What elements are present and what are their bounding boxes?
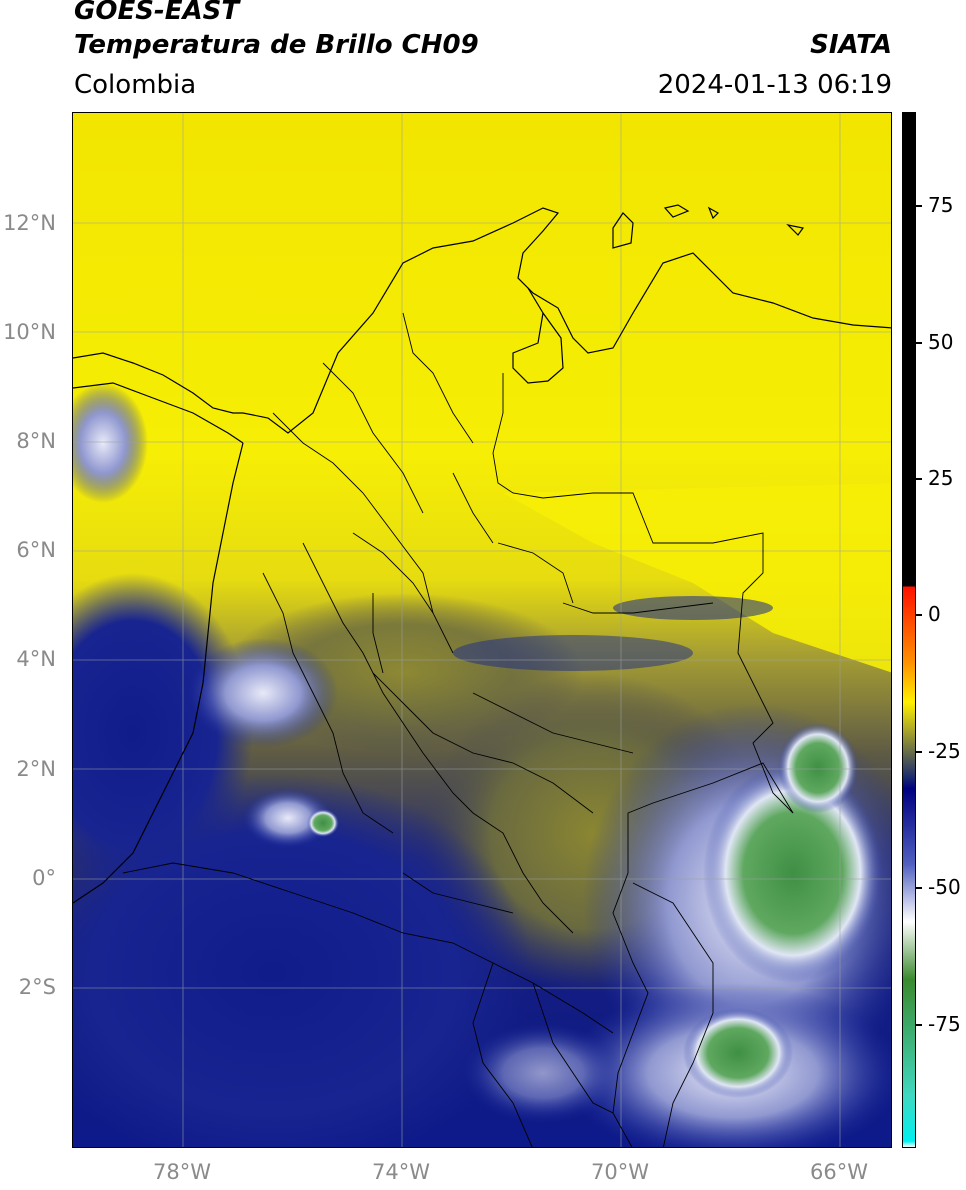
graticule [73,113,891,1147]
coastlines [73,204,891,904]
satellite-title: GOES-EAST [74,0,240,26]
lon-label: 78°W [153,1160,211,1184]
colorbar-tick-label: -50 [928,875,961,899]
satellite-map[interactable] [72,112,892,1148]
lat-label: 8°N [16,429,56,453]
colorbar-tick-label: -25 [928,739,961,763]
lat-label: 2°S [18,975,56,999]
lon-label: 66°W [810,1160,868,1184]
product-title: Temperatura de Brillo CH09 [74,30,479,60]
region-label: Colombia [74,70,197,100]
convective-cell-west [188,638,338,748]
source-label: SIATA [810,30,892,60]
lat-label: 10°N [3,320,56,344]
colorbar-tick-label: 25 [928,466,954,490]
colorbar-tick-label: 75 [928,193,954,217]
datetime-label: 2024-01-13 06:19 [657,70,892,100]
lat-label: 0° [32,866,56,890]
colorbar [902,112,916,1148]
lon-label: 74°W [372,1160,430,1184]
map-canvas [73,113,891,1147]
colorbar-tick-label: 0 [928,602,941,626]
lat-label: 6°N [16,538,56,562]
lat-label: 2°N [16,757,56,781]
borders [122,312,794,1147]
colorbar-tick-label: 50 [928,330,954,354]
lat-label: 4°N [16,647,56,671]
colorbar-tick-label: -75 [928,1012,961,1036]
lat-label: 12°N [3,211,56,235]
lon-label: 70°W [591,1160,649,1184]
